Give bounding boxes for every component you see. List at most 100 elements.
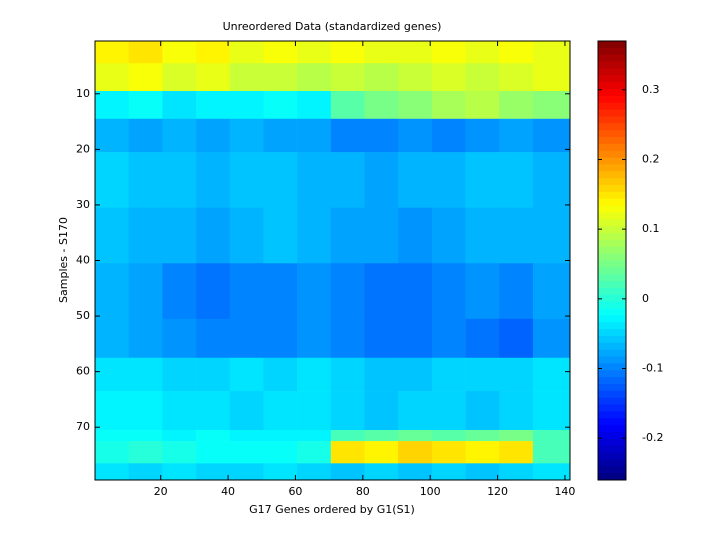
heatmap-cell [532, 63, 571, 92]
heatmap-cell [263, 41, 298, 64]
heatmap-cell [499, 318, 534, 359]
heatmap-cell [499, 441, 534, 464]
heatmap-cell [263, 152, 298, 209]
heatmap-cell [162, 41, 197, 64]
colorbar-swatch [598, 322, 626, 330]
heatmap-cell [330, 118, 365, 153]
heatmap-cell [532, 263, 571, 320]
x-axis-label: G17 Genes ordered by G1(S1) [249, 503, 415, 516]
heatmap-cell [499, 429, 534, 442]
heatmap-cell [263, 318, 298, 359]
heatmap-cell [398, 152, 433, 209]
heatmap-cell [297, 441, 332, 464]
heatmap-cell [263, 263, 298, 320]
heatmap-cell [128, 152, 163, 209]
heatmap-cell [263, 91, 298, 120]
colorbar-swatch [598, 342, 626, 351]
heatmap-cell [532, 463, 571, 481]
heatmap-cell [196, 207, 231, 264]
heatmap-cell [499, 152, 534, 209]
colorbar-swatch [598, 438, 626, 447]
heatmap-cell [465, 207, 500, 264]
y-tick-label: 20 [76, 142, 90, 155]
colorbar-swatch [598, 54, 626, 63]
colorbar-swatch [598, 116, 626, 124]
heatmap-cell [499, 41, 534, 64]
colorbar-swatch [598, 157, 626, 165]
heatmap-cell [499, 91, 534, 120]
colorbar-frame [597, 40, 627, 481]
heatmap-cell [95, 152, 129, 209]
heatmap-cell [465, 118, 500, 153]
heatmap-cell [465, 391, 500, 431]
heatmap-cell [398, 207, 433, 264]
heatmap-cell [128, 318, 163, 359]
colorbar-swatch [598, 68, 626, 76]
colorbar-swatch [598, 377, 626, 385]
heatmap-cell [330, 41, 365, 64]
heatmap-cell [128, 391, 163, 431]
heatmap-cell [297, 91, 332, 120]
colorbar-swatch [598, 287, 626, 296]
colorbar-swatch [598, 397, 626, 406]
heatmap-cell [162, 357, 197, 392]
x-tick-label: 100 [420, 485, 441, 498]
heatmap-cell [128, 91, 163, 120]
colorbar-swatch [598, 191, 626, 200]
heatmap-cell [499, 263, 534, 320]
colorbar-swatch [598, 253, 626, 261]
colorbar-tick-label: -0.2 [642, 431, 663, 444]
heatmap-cell [95, 118, 129, 153]
heatmap-cell [330, 152, 365, 209]
heatmap-cell [398, 463, 433, 481]
colorbar-swatch [598, 315, 626, 323]
x-tick-label: 20 [154, 485, 168, 498]
heatmap-cell [330, 91, 365, 120]
heatmap-cell [364, 357, 399, 392]
heatmap-cell [162, 207, 197, 264]
heatmap-cell [229, 357, 264, 392]
colorbar-swatch [598, 473, 626, 481]
colorbar-swatch [598, 102, 626, 111]
heatmap-cell [499, 357, 534, 392]
heatmap-cell [128, 63, 163, 92]
heatmap-cell [398, 91, 433, 120]
heatmap-cell [263, 391, 298, 431]
heatmap-cell [398, 318, 433, 359]
colorbar-swatch [598, 335, 626, 344]
heatmap-cell [95, 441, 129, 464]
heatmap-cell [398, 41, 433, 64]
heatmap-cell [465, 263, 500, 320]
colorbar-swatch [598, 164, 626, 172]
colorbar-swatch [598, 281, 626, 289]
heatmap-cell [431, 118, 466, 153]
heatmap-cell [398, 263, 433, 320]
x-tick-label: 120 [487, 485, 508, 498]
heatmap-cell [196, 463, 231, 481]
colorbar-swatch [598, 246, 626, 255]
colorbar-swatch [598, 143, 626, 152]
heatmap-cell [297, 41, 332, 64]
heatmap-cell [431, 63, 466, 92]
heatmap-cell [431, 318, 466, 359]
colorbar-swatch [598, 260, 626, 268]
heatmap-cell [162, 441, 197, 464]
heatmap-cell [95, 429, 129, 442]
colorbar-swatch [598, 185, 626, 193]
colorbar-swatch [598, 82, 626, 90]
heatmap-cell [196, 63, 231, 92]
heatmap-cell [229, 152, 264, 209]
heatmap-cell [196, 318, 231, 359]
colorbar-swatch [598, 123, 626, 131]
heatmap-cell [196, 391, 231, 431]
heatmap-cell [532, 318, 571, 359]
heatmap-cell [162, 429, 197, 442]
colorbar-tick-label: 0.3 [642, 83, 660, 96]
heatmap-cell [431, 263, 466, 320]
heatmap-cell [128, 357, 163, 392]
heatmap-cell [95, 463, 129, 481]
heatmap-cell [162, 63, 197, 92]
colorbar-swatch [598, 411, 626, 419]
